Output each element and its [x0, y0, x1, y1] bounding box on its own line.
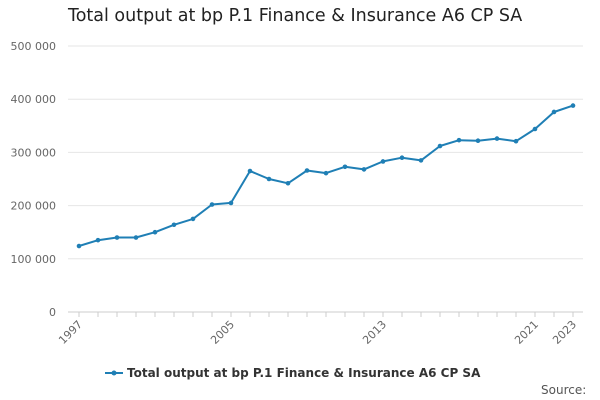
data-point[interactable] [76, 243, 82, 249]
data-point[interactable] [285, 180, 291, 186]
x-tick-label: 2013 [360, 318, 389, 347]
data-point[interactable] [228, 200, 234, 206]
y-tick-label: 100 000 [11, 253, 57, 266]
data-point[interactable] [513, 138, 519, 144]
grid-lines [68, 45, 583, 313]
y-axis: 0 100 000 200 000 300 000 400 000 500 000 [11, 40, 57, 319]
series-layer [76, 103, 576, 249]
data-point[interactable] [133, 235, 139, 240]
x-tick-label: 2021 [512, 318, 541, 347]
x-axis: 1997 2005 2013 2021 2023 [56, 311, 583, 347]
data-point[interactable] [361, 167, 367, 172]
data-point[interactable] [399, 155, 405, 161]
data-point[interactable] [209, 202, 215, 207]
data-point[interactable] [247, 168, 253, 174]
x-tick-label: 2005 [208, 318, 237, 347]
y-tick-label: 500 000 [11, 40, 57, 53]
data-point[interactable] [475, 138, 481, 143]
x-tick-label: 2023 [550, 318, 579, 347]
series-line [78, 104, 574, 247]
y-tick-label: 300 000 [11, 146, 57, 159]
chart-title: Total output at bp P.1 Finance & Insuran… [68, 6, 523, 26]
data-point[interactable] [95, 237, 101, 243]
data-point[interactable] [532, 126, 538, 132]
legend-label: Total output at bp P.1 Finance & Insuran… [127, 366, 481, 380]
data-point[interactable] [266, 176, 272, 182]
data-point[interactable] [418, 158, 424, 163]
data-point[interactable] [304, 168, 310, 173]
y-tick-label: 200 000 [11, 200, 57, 213]
legend-dot-marker [111, 370, 117, 376]
data-point[interactable] [437, 143, 443, 149]
legend: Total output at bp P.1 Finance & Insuran… [105, 366, 481, 380]
data-point[interactable] [342, 164, 348, 170]
source-label: Source: [541, 383, 586, 397]
data-point[interactable] [456, 137, 462, 143]
data-point[interactable] [494, 136, 500, 141]
data-point[interactable] [190, 216, 196, 222]
data-point[interactable] [551, 109, 557, 115]
y-tick-label: 400 000 [11, 93, 57, 106]
data-point[interactable] [570, 103, 576, 108]
data-point[interactable] [171, 222, 177, 228]
x-tick-label: 1997 [56, 318, 85, 347]
data-point[interactable] [114, 235, 120, 240]
data-point[interactable] [152, 229, 158, 235]
data-point[interactable] [380, 159, 386, 164]
y-tick-label: 0 [49, 306, 56, 319]
data-point[interactable] [323, 170, 329, 176]
